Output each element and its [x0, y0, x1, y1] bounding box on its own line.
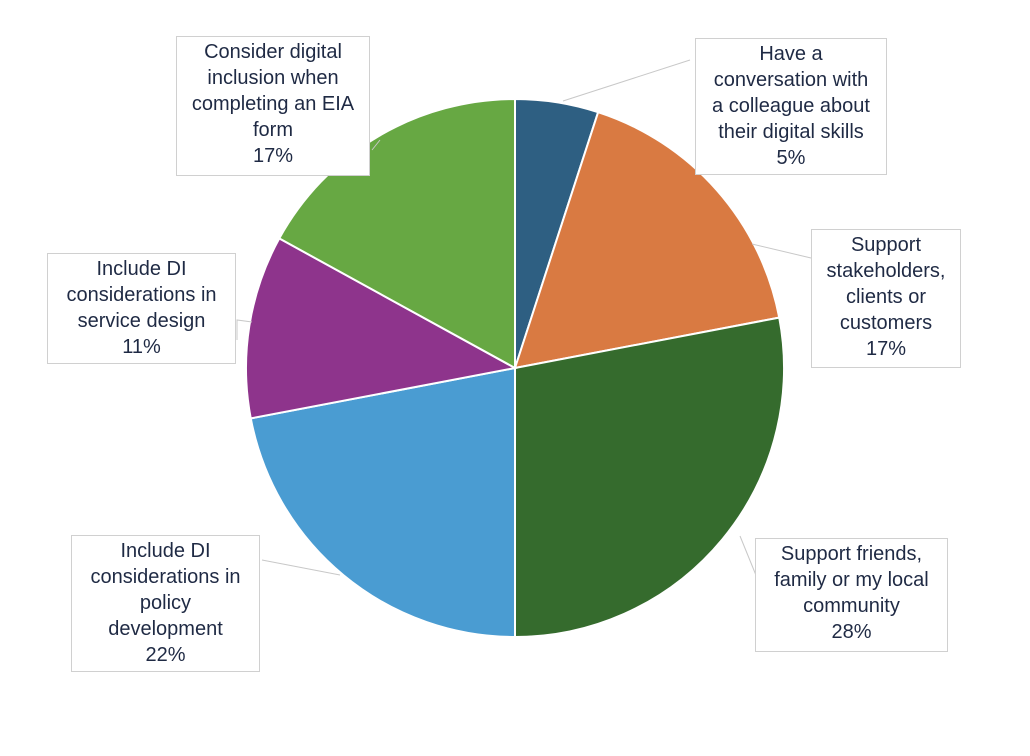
data-label-text: service design: [77, 310, 206, 332]
data-label-text: customers: [839, 312, 933, 334]
data-label-percent: 5%: [776, 147, 806, 169]
data-label-text: community: [803, 595, 900, 617]
data-label-text: considerations in: [90, 566, 241, 588]
data-label-text: family or my local: [774, 569, 929, 591]
data-label-percent: 17%: [252, 145, 294, 167]
data-label-text: policy: [139, 592, 192, 614]
pie-slice-3: [514, 316, 785, 639]
data-label-1: Have a conversation with a colleague about…: [695, 38, 887, 175]
data-label-text: a colleague about: [712, 95, 870, 117]
pie-slice-4: [249, 366, 516, 639]
data-label-text: their digital skills: [718, 121, 864, 143]
pie-slice-5: [245, 237, 518, 420]
data-label-text: inclusion when: [207, 67, 339, 89]
data-label-text: Support: [850, 234, 922, 256]
leader-line-2: [751, 243, 812, 259]
data-label-text: Have a: [759, 43, 823, 65]
data-label-percent: 28%: [831, 621, 872, 643]
data-label-text: completing an EIA: [191, 93, 355, 115]
leader-line-6: [371, 139, 381, 151]
data-label-text: clients or: [845, 286, 927, 308]
leader-line-5: [236, 319, 253, 340]
data-label-4: Include DI considerations in policy develop…: [71, 535, 260, 672]
data-label-text: Support friends,: [780, 543, 923, 565]
data-label-percent: 11%: [122, 336, 161, 358]
data-label-text: considerations in: [66, 284, 217, 306]
data-label-percent: 17%: [865, 338, 907, 360]
data-label-6: Consider digital inclusion when completing…: [176, 36, 370, 176]
data-label-text: Consider digital: [204, 41, 342, 63]
data-label-text: stakeholders,: [826, 260, 946, 282]
data-label-2: Support stakeholders, clients or customers 1…: [811, 229, 961, 368]
leader-line-4: [261, 559, 341, 576]
pie-slice-2: [513, 110, 781, 370]
leader-line-1: [562, 59, 691, 102]
data-label-text: conversation with: [713, 69, 869, 91]
data-label-text: form: [253, 119, 293, 141]
data-label-percent: 22%: [145, 644, 186, 666]
data-label-3: Support friends, family or my local commun…: [755, 538, 948, 652]
data-label-5: Include DI considerations in service desig…: [47, 253, 236, 364]
data-label-text: Include DI: [120, 540, 211, 562]
data-label-text: Include DI: [96, 258, 187, 280]
data-label-text: development: [108, 618, 223, 640]
